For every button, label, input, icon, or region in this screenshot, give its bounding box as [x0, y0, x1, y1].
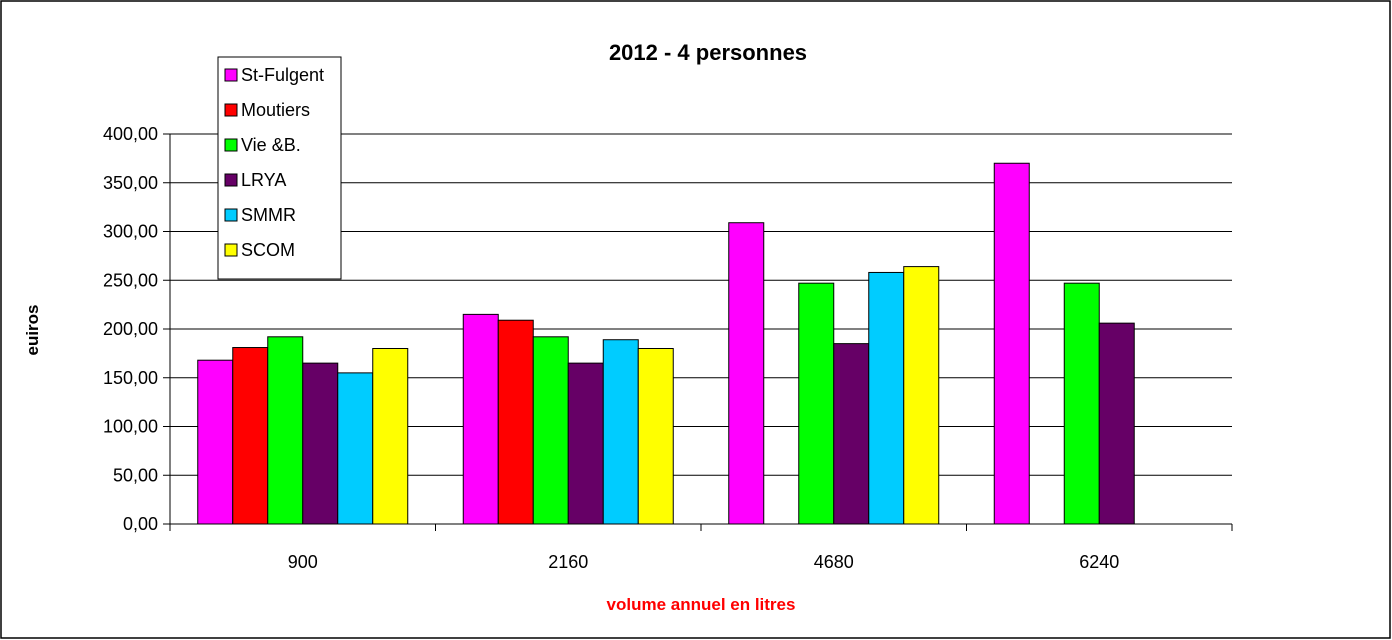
bar-st-fulgent-4680	[728, 222, 765, 525]
y-tick-label: 100,00	[103, 417, 158, 437]
bar-vie-b--900	[267, 336, 304, 525]
legend-swatch	[224, 68, 238, 82]
x-tick-label: 4680	[814, 552, 854, 572]
bars	[197, 162, 1135, 525]
y-axis-title: euiros	[23, 304, 42, 355]
bar-smmr-900	[337, 372, 374, 525]
bar-st-fulgent-2160	[462, 313, 499, 525]
legend-swatch	[224, 173, 238, 187]
legend-swatch	[224, 208, 238, 222]
legend-swatch	[224, 243, 238, 257]
x-tick-label: 2160	[548, 552, 588, 572]
y-tick-label: 200,00	[103, 319, 158, 339]
y-tick-label: 0,00	[123, 514, 158, 534]
bar-st-fulgent-6240	[993, 162, 1030, 525]
bar-scom-900	[372, 348, 409, 525]
y-tick-label: 150,00	[103, 368, 158, 388]
legend-label: Vie &B.	[241, 135, 301, 155]
bar-lrya-4680	[833, 343, 870, 525]
legend-swatch	[224, 103, 238, 117]
legend-swatch	[224, 138, 238, 152]
bar-moutiers-900	[232, 347, 269, 525]
y-tick-label: 350,00	[103, 173, 158, 193]
bar-vie-b--4680	[798, 282, 835, 525]
bar-smmr-4680	[868, 271, 905, 525]
axes: 0,00 50,00 100,00 150,00 200,00 250,00 300,00 3…	[103, 124, 1233, 572]
legend: St-Fulgent Moutiers Vie &B. LRYA SMMR SCOM	[217, 56, 342, 280]
bar-scom-4680	[903, 266, 940, 525]
legend-label: LRYA	[241, 170, 286, 190]
legend-label: Moutiers	[241, 100, 310, 120]
bar-moutiers-2160	[497, 319, 534, 525]
legend-label: SCOM	[241, 240, 295, 260]
bar-lrya-2160	[567, 362, 604, 525]
bar-st-fulgent-900	[197, 359, 234, 525]
y-tick-label: 400,00	[103, 124, 158, 144]
bar-vie-b--2160	[532, 336, 569, 525]
legend-box	[217, 56, 342, 280]
chart-title: 2012 - 4 personnes	[609, 40, 807, 65]
legend-label: St-Fulgent	[241, 65, 324, 85]
x-axis-title: volume annuel en litres	[607, 595, 796, 614]
y-tick-label: 250,00	[103, 270, 158, 290]
bar-lrya-900	[302, 362, 339, 525]
x-tick-label: 900	[288, 552, 318, 572]
legend-label: SMMR	[241, 205, 296, 225]
y-tick-label: 50,00	[113, 465, 158, 485]
bar-scom-2160	[637, 348, 674, 525]
x-tick-label: 6240	[1079, 552, 1119, 572]
y-tick-label: 300,00	[103, 222, 158, 242]
bar-vie-b--6240	[1063, 282, 1100, 525]
bar-lrya-6240	[1098, 322, 1135, 525]
bar-smmr-2160	[602, 339, 639, 525]
